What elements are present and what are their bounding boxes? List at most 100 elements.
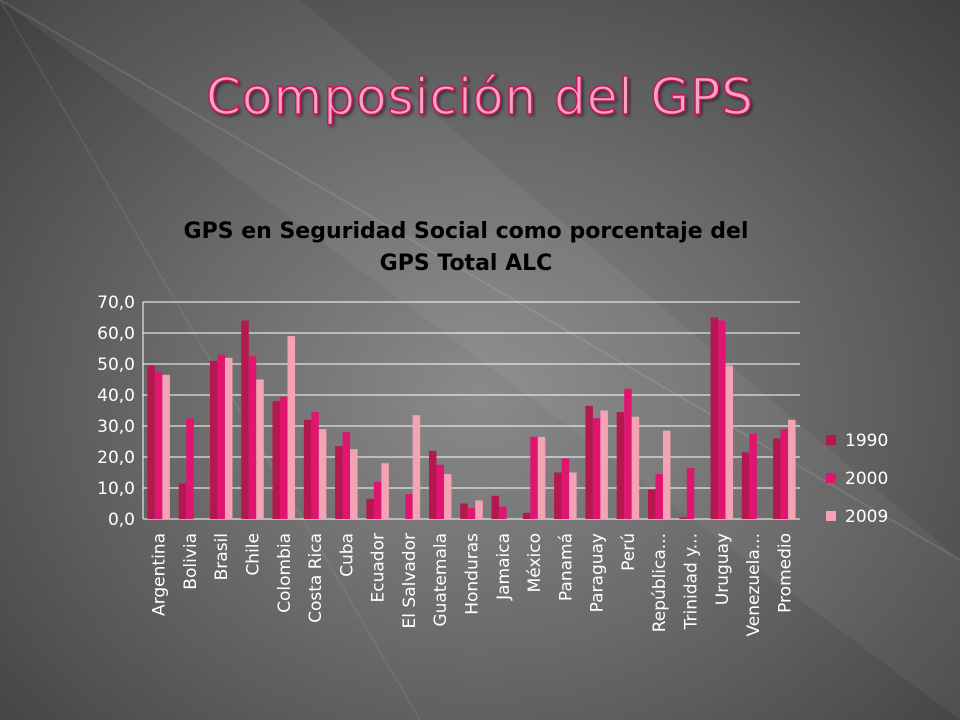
x-tick-label: Argentina <box>150 533 170 616</box>
bar-2000-2 <box>217 354 225 519</box>
y-tick-label: 20,0 <box>97 448 135 468</box>
bar-1990-7 <box>366 498 374 519</box>
chart-title-line-2: GPS Total ALC <box>380 251 553 276</box>
bar-1990-17 <box>679 517 687 519</box>
bar-2000-4 <box>280 396 288 519</box>
x-tick-label: Colombia <box>275 533 295 613</box>
y-tick-label: 70,0 <box>97 293 135 313</box>
bar-2009-4 <box>287 336 296 519</box>
bar-2009-6 <box>350 449 358 519</box>
bar-2009-20 <box>788 419 796 519</box>
bar-1990-2 <box>209 360 218 519</box>
x-tick-label: Venezuela... <box>744 533 764 637</box>
x-tick-label: Paraguay <box>588 533 608 612</box>
slide-title: Composición del GPS <box>205 67 754 127</box>
y-tick-label: 10,0 <box>97 479 135 499</box>
x-tick-label: República... <box>650 533 670 632</box>
bar-2000-12 <box>530 436 538 519</box>
bar-2000-19 <box>749 433 757 519</box>
bar-2000-14 <box>592 418 601 519</box>
bar-2009-5 <box>318 429 327 519</box>
bar-2000-11 <box>499 506 507 519</box>
bar-1990-1 <box>178 483 187 519</box>
x-tick-label: Trinidad y... <box>682 533 702 630</box>
y-tick-label: 50,0 <box>97 355 135 375</box>
x-axis-labels: Argentina Bolivia Brasil Chile Colombia Costa… <box>150 533 796 637</box>
y-tick-label: 0,0 <box>108 510 135 530</box>
legend-swatch-2009 <box>826 511 836 521</box>
bar-2009-0 <box>162 374 170 519</box>
y-tick-label: 30,0 <box>97 417 135 437</box>
legend-label-2009: 2009 <box>845 507 888 527</box>
y-tick-label: 40,0 <box>97 386 135 406</box>
bar-2009-16 <box>662 430 671 519</box>
x-tick-label: Uruguay <box>713 533 733 605</box>
bar-2000-16 <box>655 474 663 519</box>
bar-2009-14 <box>600 410 608 519</box>
legend-swatch-2000 <box>826 473 836 483</box>
bar-1990-9 <box>428 450 437 519</box>
bar-2009-13 <box>569 472 577 519</box>
bars <box>147 317 796 519</box>
bar-2009-9 <box>443 474 452 519</box>
bar-1990-10 <box>460 503 468 519</box>
bar-2009-2 <box>224 357 233 519</box>
bar-1990-6 <box>335 446 343 519</box>
x-tick-label: México <box>525 533 545 592</box>
bar-2000-5 <box>311 412 319 519</box>
x-tick-label: Costa Rica <box>306 533 326 623</box>
bar-2009-12 <box>537 436 546 519</box>
bar-1990-5 <box>303 419 312 519</box>
legend: 1990 2000 2009 <box>826 431 888 527</box>
x-tick-label: Perú <box>619 533 639 571</box>
chart-title-line-1: GPS en Seguridad Social como porcentaje … <box>184 219 749 244</box>
bar-2000-20 <box>780 429 789 519</box>
x-tick-label: Ecuador <box>369 533 389 602</box>
bar-2009-10 <box>475 500 483 519</box>
bar-1990-19 <box>741 452 750 519</box>
bar-1990-15 <box>616 412 625 519</box>
bar-2000-3 <box>248 356 257 519</box>
bar-2009-8 <box>412 415 421 519</box>
bar-1990-3 <box>241 320 249 519</box>
bar-1990-20 <box>773 438 781 519</box>
bar-2009-3 <box>256 379 264 519</box>
bar-1990-18 <box>710 317 719 519</box>
bar-1990-13 <box>554 472 562 519</box>
x-tick-label: Promedio <box>775 533 795 613</box>
bar-1990-0 <box>147 365 155 519</box>
bar-2000-18 <box>718 320 726 519</box>
legend-label-1990: 1990 <box>845 431 888 451</box>
x-tick-label: Panamá <box>556 533 576 601</box>
x-tick-label: Honduras <box>463 533 483 615</box>
bar-2000-6 <box>342 432 351 519</box>
bar-1990-4 <box>272 401 281 519</box>
legend-label-2000: 2000 <box>845 469 888 489</box>
y-axis: 0,0 10,0 20,0 30,0 40,0 50,0 60,0 70,0 <box>97 293 144 530</box>
bar-2009-18 <box>725 365 734 519</box>
bar-2000-13 <box>561 458 570 519</box>
bar-2000-9 <box>436 464 444 519</box>
x-tick-label: Jamaica <box>494 533 514 601</box>
y-tick-label: 60,0 <box>97 324 135 344</box>
bar-2009-15 <box>631 416 640 519</box>
x-tick-label: Bolivia <box>181 533 201 590</box>
legend-swatch-1990 <box>826 435 836 445</box>
bar-2000-15 <box>624 388 632 519</box>
bar-1990-16 <box>647 489 656 519</box>
bar-2000-7 <box>373 481 382 519</box>
x-tick-label: Cuba <box>337 533 357 577</box>
x-tick-label: Chile <box>244 533 264 576</box>
x-tick-label: El Salvador <box>400 533 420 628</box>
bar-2000-17 <box>686 467 695 519</box>
bar-2000-8 <box>405 494 413 519</box>
bar-1990-14 <box>585 405 593 519</box>
bar-1990-12 <box>522 512 531 519</box>
bar-1990-11 <box>491 495 500 519</box>
bar-2000-10 <box>467 508 476 519</box>
x-tick-label: Brasil <box>212 533 232 580</box>
bar-2000-0 <box>154 371 163 519</box>
bar-2000-1 <box>186 418 194 519</box>
